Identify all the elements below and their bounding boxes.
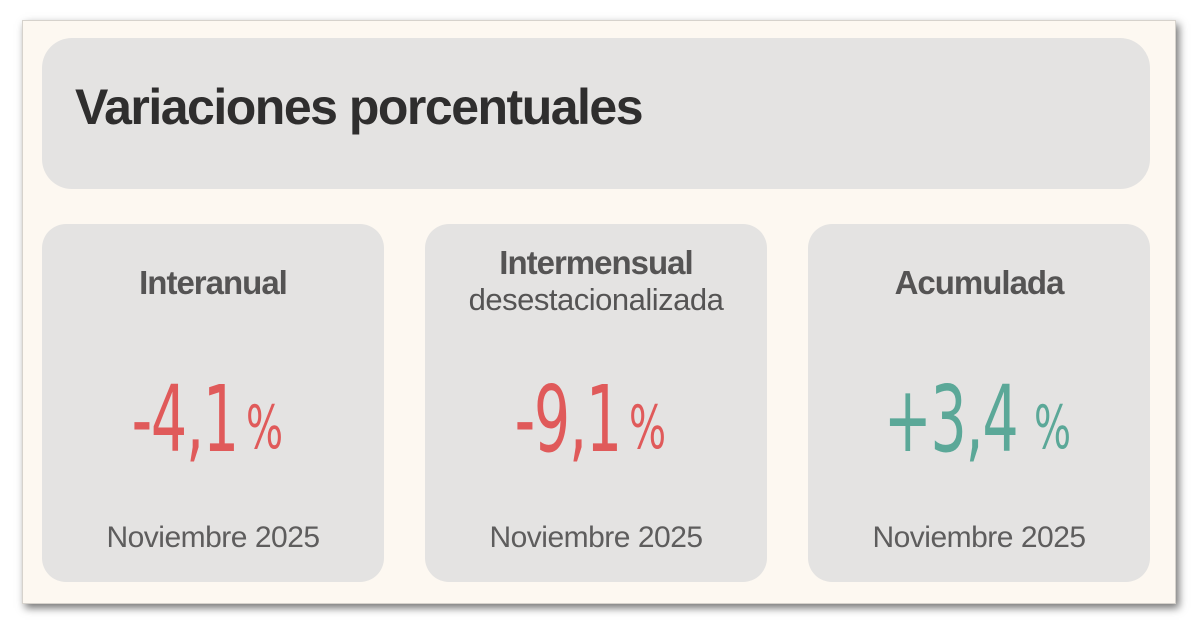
- value-number: +3,4: [884, 366, 1019, 473]
- card-subtitle: desestacionalizada: [468, 282, 724, 317]
- card-value: -4,1 %: [42, 374, 384, 466]
- value-number: -4,1: [131, 366, 240, 473]
- card-title: Intermensual: [499, 244, 693, 281]
- percent-sign: %: [1033, 393, 1071, 463]
- page-title: Variaciones porcentuales: [75, 79, 644, 135]
- value-number: -9,1: [514, 366, 623, 473]
- card-interanual: Interanual -4,1 % Noviembre 2025: [42, 224, 384, 582]
- card-date: Noviembre 2025: [489, 521, 703, 554]
- card-acumulada: Acumulada +3,4 % Noviembre 2025: [808, 224, 1150, 582]
- card-date: Noviembre 2025: [872, 521, 1086, 554]
- header-banner: Variaciones porcentuales: [42, 38, 1150, 189]
- card-title: Acumulada: [894, 264, 1065, 301]
- infographic-panel: Variaciones porcentuales Interanual -4,1…: [22, 20, 1176, 604]
- percent-sign: %: [245, 393, 283, 463]
- percent-sign: %: [628, 393, 666, 463]
- card-date: Noviembre 2025: [106, 521, 320, 554]
- card-value: -9,1 %: [425, 374, 767, 466]
- card-title: Interanual: [139, 264, 288, 301]
- card-intermensual: Intermensual desestacionalizada -9,1 % N…: [425, 224, 767, 582]
- card-value: +3,4 %: [808, 374, 1150, 466]
